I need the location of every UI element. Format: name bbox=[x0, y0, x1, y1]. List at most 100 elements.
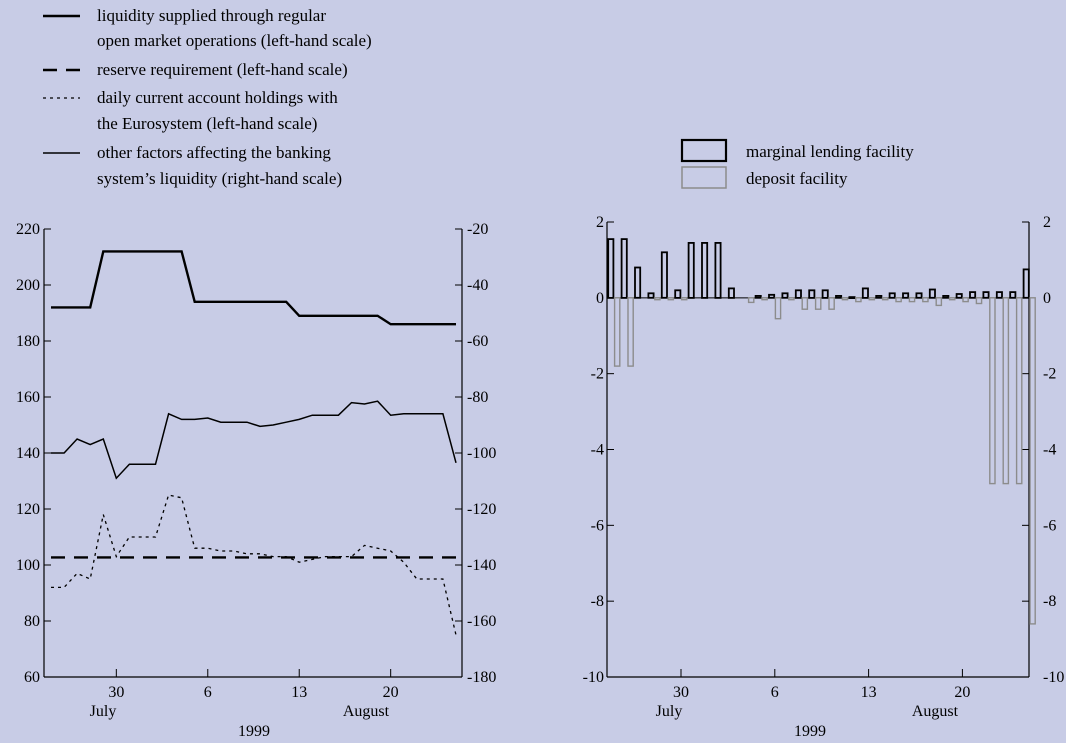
marginal-bar-29 bbox=[995, 291, 1003, 299]
legend-left: liquidity supplied through regular open m… bbox=[43, 6, 372, 188]
y-right-tick-label-2: -60 bbox=[467, 333, 488, 350]
legend-label-3-0: other factors affecting the banking bbox=[97, 143, 331, 162]
y-left-tick-label-2: 180 bbox=[16, 333, 40, 350]
marginal-bar-23 bbox=[915, 292, 923, 299]
marginal-bar-24 bbox=[928, 288, 936, 299]
x-tick-label-20: 20 bbox=[954, 684, 970, 701]
bar-y-left-tick-label-3: -4 bbox=[591, 442, 604, 459]
marginal-bar-19 bbox=[861, 287, 869, 299]
y-left-tick-label-5: 120 bbox=[16, 501, 40, 518]
marginal-bar-13 bbox=[781, 292, 789, 299]
deposit-bar-31 bbox=[1029, 297, 1036, 625]
deposit-bar-22 bbox=[908, 297, 916, 303]
deposit-bar-24 bbox=[935, 297, 943, 307]
y-left-tick-label-0: 220 bbox=[16, 221, 40, 238]
legend-label-3-1: system’s liquidity (right-hand scale) bbox=[97, 169, 342, 188]
marginal-bar-28 bbox=[982, 291, 990, 299]
deposit-bar-12 bbox=[774, 297, 782, 320]
series-line-3 bbox=[51, 400, 457, 480]
bar-y-right-tick-label-3: -4 bbox=[1043, 442, 1056, 459]
deposit-bar-26 bbox=[962, 297, 969, 303]
bar-y-left-tick-label-4: -6 bbox=[591, 517, 604, 534]
bar-y-right-tick-label-1: 0 bbox=[1043, 290, 1051, 307]
marginal-bar-15 bbox=[808, 289, 816, 299]
deposit-bar-18 bbox=[855, 297, 862, 303]
y-left-tick-label-6: 100 bbox=[16, 557, 40, 574]
x-tick-label-30: 30 bbox=[108, 684, 124, 701]
y-right-tick-label-8: -180 bbox=[467, 669, 496, 686]
deposit-bar-23 bbox=[922, 297, 929, 303]
deposit-bar-29 bbox=[1002, 297, 1010, 485]
deposit-bar-5 bbox=[680, 297, 688, 301]
deposit-bar-20 bbox=[881, 297, 889, 301]
x-month-label-1: August bbox=[343, 703, 390, 720]
marginal-bar-18 bbox=[848, 296, 856, 300]
y-left-tick-label-8: 60 bbox=[24, 669, 40, 686]
marginal-bar-12 bbox=[768, 293, 776, 299]
marginal-bar-5 bbox=[674, 289, 682, 299]
marginal-bar-7 bbox=[701, 241, 709, 299]
marginal-bar-4 bbox=[660, 251, 668, 299]
legend-swatch-bar-0 bbox=[680, 138, 728, 163]
y-right-tick-label-3: -80 bbox=[467, 389, 488, 406]
x-year-label: 1999 bbox=[238, 723, 270, 740]
marginal-bar-1 bbox=[620, 238, 628, 299]
y-right-tick-label-0: -20 bbox=[467, 221, 488, 238]
left-chart: 220 200 180 160 140 120 100 80 60 -20 -40 -60 -80 -10… bbox=[16, 221, 496, 740]
marginal-bar-16 bbox=[821, 289, 829, 299]
y-right-tick-label-5: -120 bbox=[467, 501, 496, 518]
deposit-bar-21 bbox=[895, 297, 902, 303]
marginal-bar-3 bbox=[647, 292, 655, 299]
marginal-bar-8 bbox=[714, 241, 722, 299]
deposit-bar-1 bbox=[627, 297, 634, 367]
deposit-bar-4 bbox=[667, 297, 675, 301]
y-right-tick-label-1: -40 bbox=[467, 277, 488, 294]
marginal-bar-11 bbox=[754, 294, 762, 299]
legend-label-0-0: liquidity supplied through regular bbox=[97, 6, 326, 25]
bar-y-left-tick-label-2: -2 bbox=[591, 366, 604, 383]
x-month-label-1: August bbox=[912, 703, 959, 720]
marginal-bar-25 bbox=[942, 294, 950, 299]
deposit-bar-15 bbox=[814, 297, 822, 310]
legend-label-1-0: reserve requirement (left-hand scale) bbox=[97, 60, 348, 79]
bar-y-right-tick-label-4: -6 bbox=[1043, 517, 1056, 534]
deposit-bar-10 bbox=[747, 297, 755, 304]
deposit-bar-13 bbox=[788, 297, 795, 301]
deposit-bar-3 bbox=[654, 297, 661, 301]
x-tick-label-13: 13 bbox=[291, 684, 307, 701]
deposit-bar-19 bbox=[868, 297, 876, 301]
marginal-bar-2 bbox=[634, 266, 642, 299]
legend-label-0-1: open market operations (left-hand scale) bbox=[97, 31, 372, 50]
marginal-bar-26 bbox=[955, 293, 963, 299]
y-left-tick-label-3: 160 bbox=[16, 389, 40, 406]
marginal-bar-30 bbox=[1009, 291, 1017, 299]
bar-y-left-tick-label-1: 0 bbox=[596, 290, 604, 307]
x-tick-label-20: 20 bbox=[383, 684, 399, 701]
bar-y-left-tick-label-0: 2 bbox=[596, 214, 604, 231]
marginal-bar-22 bbox=[902, 292, 910, 299]
legend-label-2-1: the Eurosystem (left-hand scale) bbox=[97, 114, 317, 133]
deposit-bar-30 bbox=[1015, 297, 1023, 485]
x-month-label-0: July bbox=[90, 703, 117, 720]
x-tick-label-13: 13 bbox=[861, 684, 877, 701]
deposit-bar-14 bbox=[801, 297, 809, 310]
x-tick-label-6: 6 bbox=[204, 684, 212, 701]
marginal-bar-14 bbox=[794, 289, 802, 299]
deposit-bar-11 bbox=[761, 297, 768, 301]
y-right-tick-label-7: -160 bbox=[467, 613, 496, 630]
x-year-label: 1999 bbox=[794, 723, 826, 740]
legend-right: marginal lending facility deposit facilit… bbox=[680, 138, 914, 189]
bar-y-right-tick-label-6: -10 bbox=[1043, 669, 1064, 686]
legend-label-2-0: daily current account holdings with bbox=[97, 88, 338, 107]
bar-y-right-tick-label-2: -2 bbox=[1043, 366, 1056, 383]
deposit-bar-25 bbox=[948, 297, 956, 301]
deposit-bar-27 bbox=[975, 297, 983, 305]
deposit-bar-0 bbox=[613, 297, 621, 367]
marginal-bar-21 bbox=[888, 292, 896, 299]
marginal-bar-6 bbox=[687, 241, 695, 299]
marginal-bar-17 bbox=[835, 294, 843, 299]
legend-swatch-bar-1 bbox=[681, 166, 727, 189]
legend-label-bar-0: marginal lending facility bbox=[746, 142, 914, 161]
y-left-tick-label-1: 200 bbox=[16, 277, 40, 294]
